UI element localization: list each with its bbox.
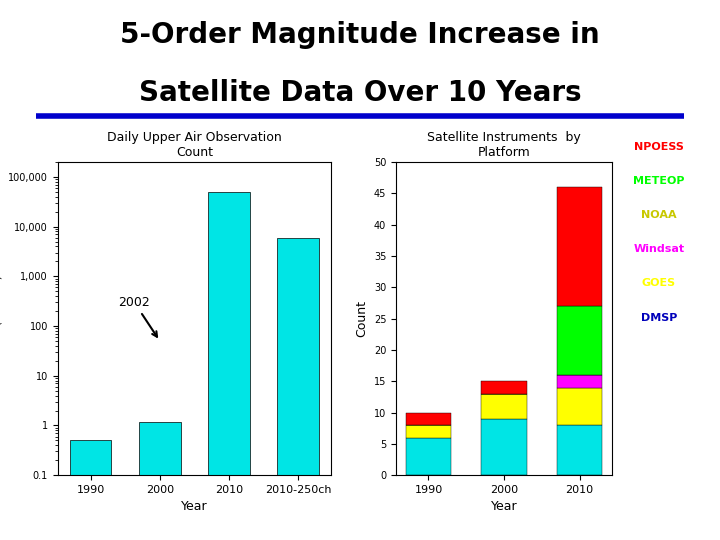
Bar [277,238,319,540]
Bar [482,419,526,475]
Title: Satellite Instruments  by
Platform: Satellite Instruments by Platform [427,131,581,159]
Bar [208,192,250,540]
Text: NPOESS: NPOESS [634,141,684,152]
Text: 5-Order Magnitude Increase in: 5-Order Magnitude Increase in [120,21,600,49]
Bar [139,422,181,540]
X-axis label: Year: Year [181,501,207,514]
Text: 2002: 2002 [118,296,157,337]
Bar [406,437,451,475]
Text: Windsat: Windsat [633,244,685,254]
Text: DMSP: DMSP [641,313,677,323]
Bar [557,375,602,388]
Text: Satellite Data Over 10 Years: Satellite Data Over 10 Years [139,79,581,107]
Text: GOES: GOES [642,279,676,288]
Bar [557,388,602,425]
Text: METEOP: METEOP [633,176,685,186]
Bar [406,413,451,425]
Bar [557,425,602,475]
Text: NOAA: NOAA [641,210,677,220]
Y-axis label: Count (Millions): Count (Millions) [0,275,2,362]
Y-axis label: Count: Count [355,300,368,337]
Bar [482,394,526,419]
Title: Daily Upper Air Observation
Count: Daily Upper Air Observation Count [107,131,282,159]
Bar [406,425,451,437]
X-axis label: Year: Year [491,501,517,514]
Bar [70,441,112,540]
Bar [482,381,526,394]
Bar [557,187,602,306]
Bar [557,306,602,375]
